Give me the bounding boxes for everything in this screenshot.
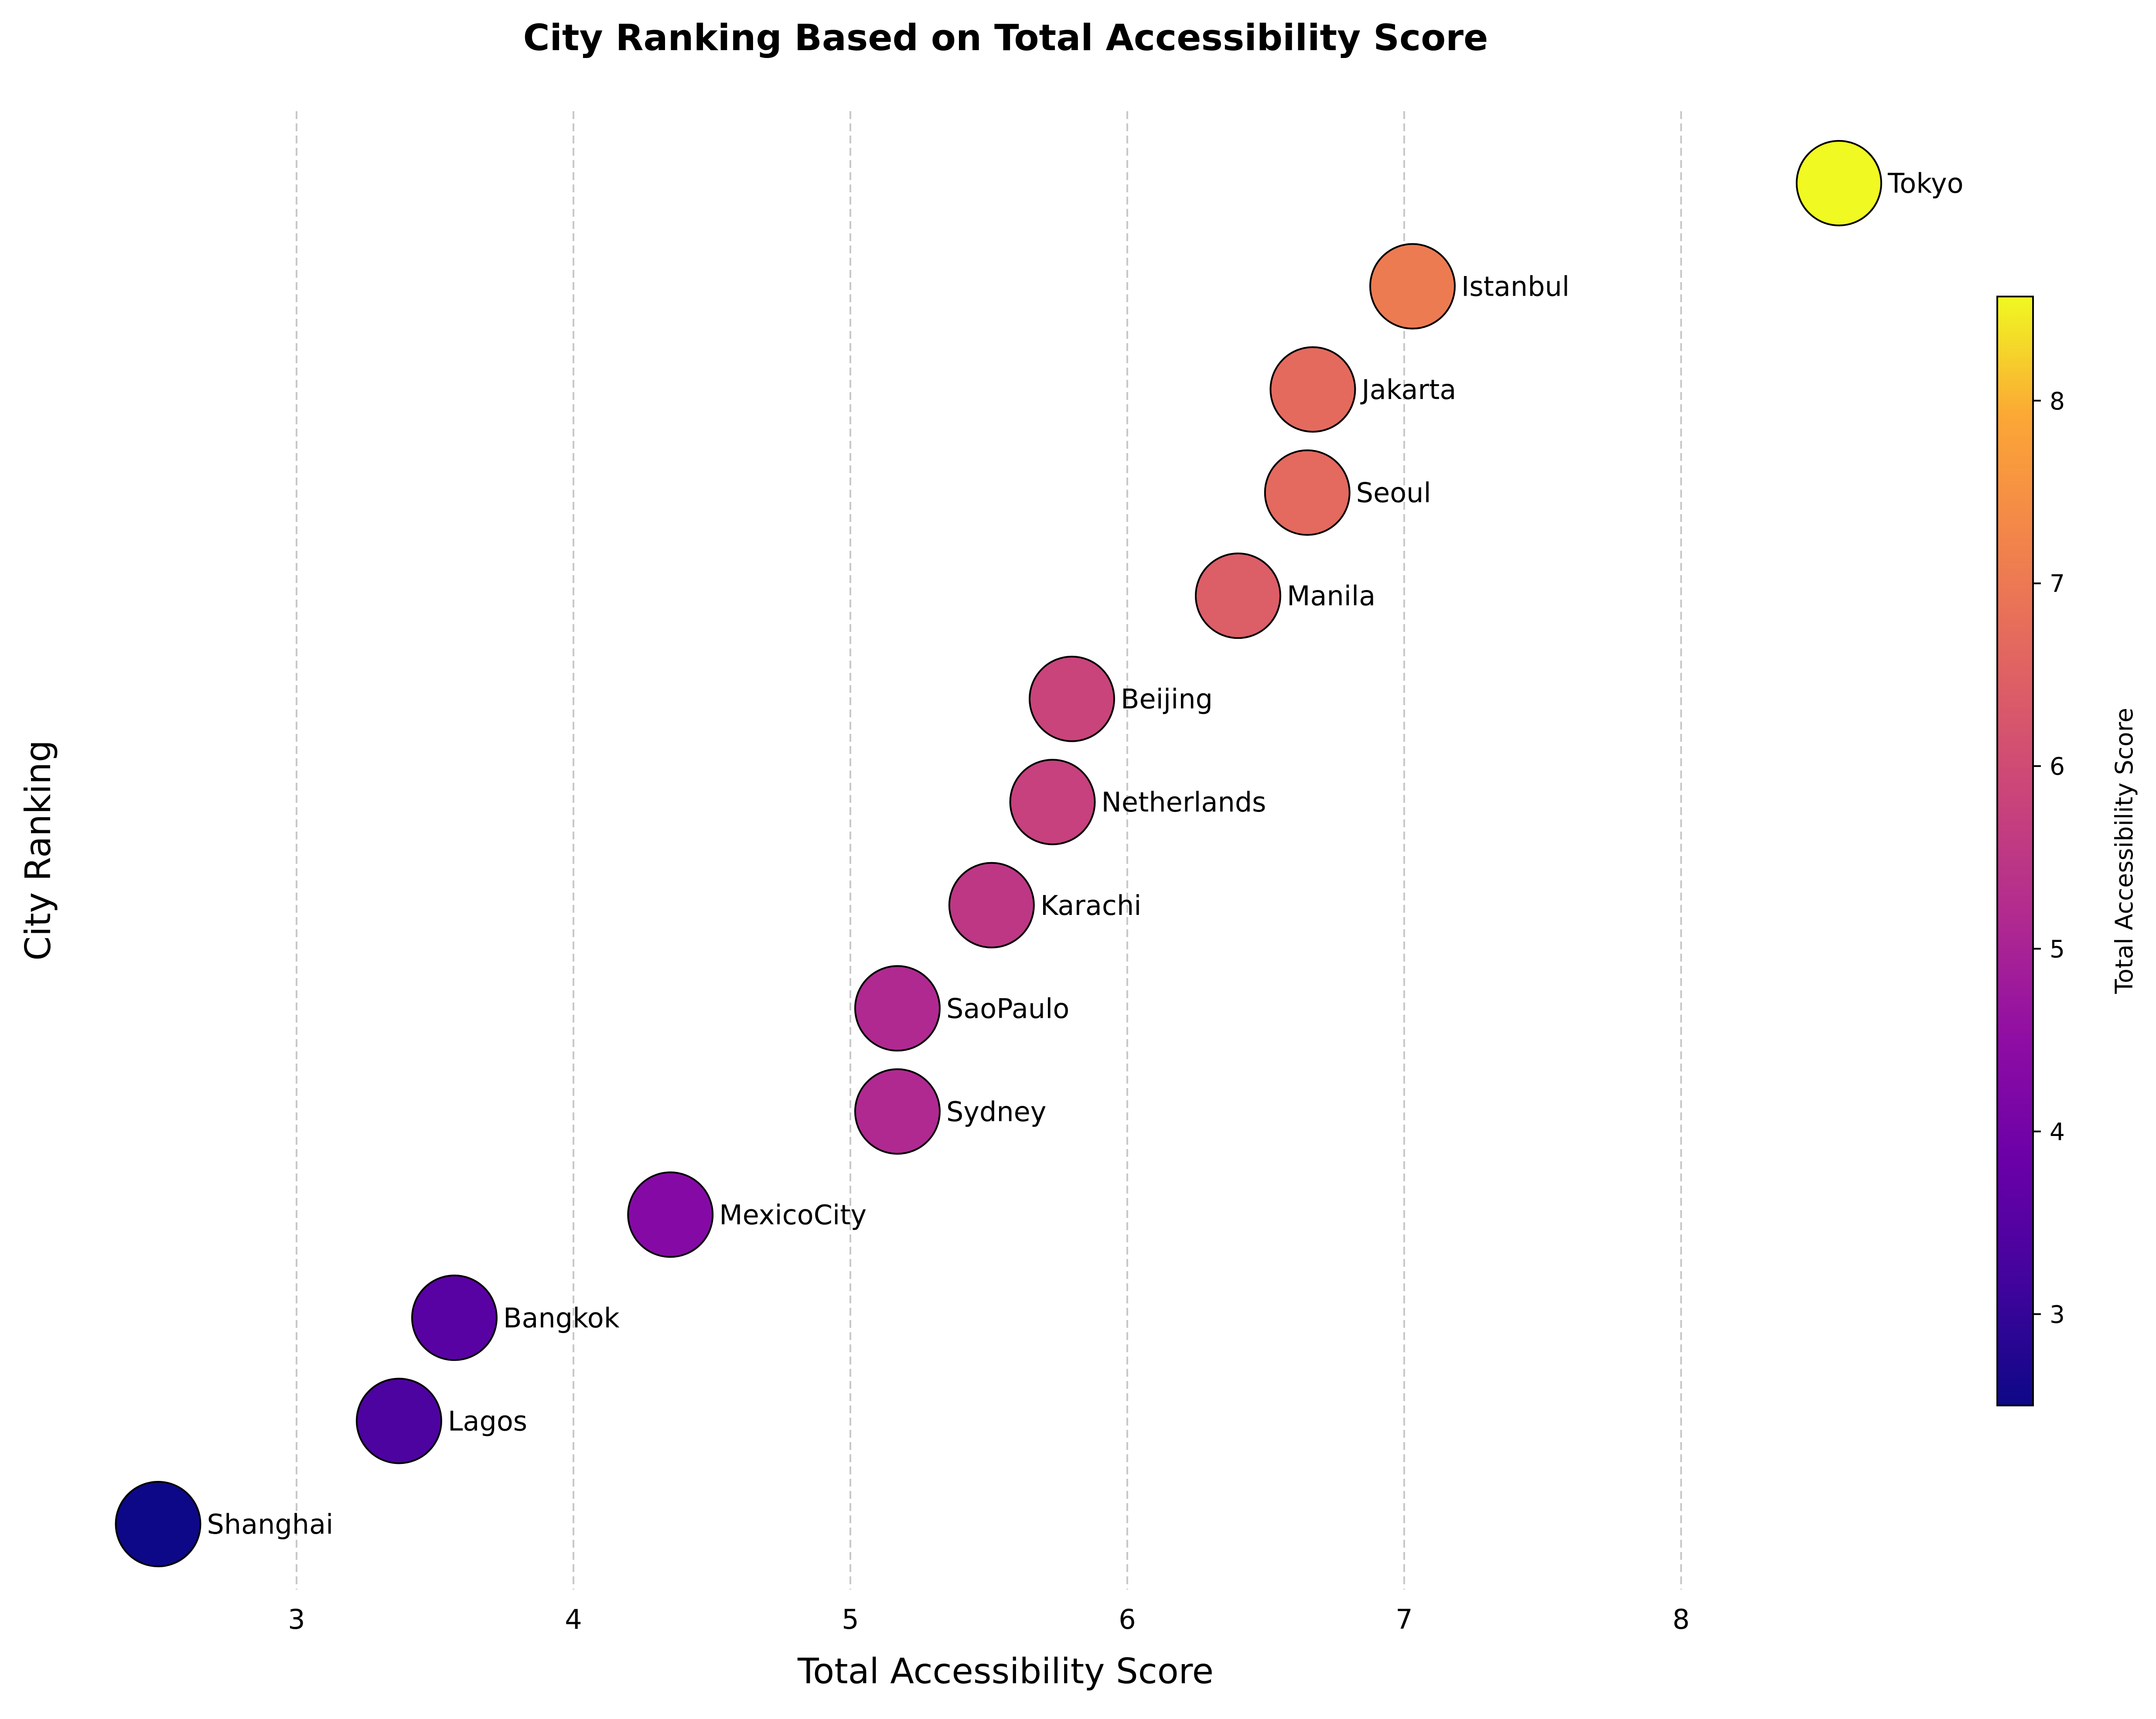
point-sydney — [854, 1068, 941, 1155]
point-shanghai — [115, 1481, 201, 1567]
point-istanbul — [1369, 243, 1456, 330]
x-tick-label-3: 3 — [288, 1603, 305, 1635]
point-label-sydney: Sydney — [946, 1096, 1047, 1128]
point-karachi — [948, 862, 1035, 948]
colorbar-tick-label-3: 3 — [2050, 1301, 2065, 1329]
point-beijing — [1029, 655, 1115, 742]
x-tick-label-6: 6 — [1119, 1603, 1136, 1635]
colorbar-tick-label-8: 8 — [2050, 387, 2065, 415]
colorbar: 3 4 5 6 7 8 Total Accessibility Score — [1996, 296, 2138, 1406]
point-jakarta — [1269, 346, 1356, 433]
point-label-lagos: Lagos — [448, 1405, 527, 1437]
y-axis-label: City Ranking — [18, 740, 58, 961]
point-saopaulo — [854, 965, 941, 1052]
point-label-mexicocity: MexicoCity — [719, 1199, 866, 1231]
x-tick-label-8: 8 — [1672, 1603, 1689, 1635]
point-label-beijing: Beijing — [1121, 683, 1213, 715]
x-tick-label-7: 7 — [1395, 1603, 1412, 1635]
x-tick-label-5: 5 — [842, 1603, 859, 1635]
colorbar-ticks: 3 4 5 6 7 8 — [2033, 387, 2065, 1329]
point-bangkok — [411, 1274, 498, 1361]
point-label-seoul: Seoul — [1356, 477, 1431, 509]
point-seoul — [1264, 449, 1351, 536]
colorbar-label: Total Accessibility Score — [2110, 708, 2138, 994]
x-tick-label-4: 4 — [565, 1603, 582, 1635]
colorbar-tick-label-5: 5 — [2050, 935, 2065, 963]
chart-title: City Ranking Based on Total Accessibilit… — [523, 17, 1488, 59]
point-label-tokyo: Tokyo — [1887, 167, 1964, 199]
point-label-manila: Manila — [1287, 580, 1375, 612]
point-label-bangkok: Bangkok — [503, 1302, 620, 1334]
colorbar-tick-label-7: 7 — [2050, 570, 2065, 598]
point-netherlands — [1009, 759, 1096, 846]
grid — [296, 111, 1682, 1589]
colorbar-tick-label-4: 4 — [2050, 1118, 2065, 1146]
colorbar-gradient — [1996, 296, 2034, 1406]
point-label-jakarta: Jakarta — [1360, 374, 1456, 406]
point-label-netherlands: Netherlands — [1102, 786, 1266, 818]
point-tokyo — [1795, 140, 1882, 226]
data-points: Shanghai Lagos Bangkok MexicoCity Sydney SaoP… — [115, 140, 1964, 1567]
point-lagos — [355, 1378, 442, 1464]
point-label-istanbul: Istanbul — [1461, 271, 1569, 303]
point-label-shanghai: Shanghai — [207, 1508, 334, 1540]
point-label-saopaulo: SaoPaulo — [946, 993, 1069, 1024]
colorbar-tick-label-6: 6 — [2050, 753, 2065, 781]
point-manila — [1195, 553, 1281, 639]
x-axis-label: Total Accessibility Score — [797, 1651, 1214, 1692]
point-mexicocity — [627, 1171, 714, 1258]
point-label-karachi: Karachi — [1040, 890, 1142, 921]
x-axis-ticks: 3 4 5 6 7 8 — [288, 1603, 1689, 1635]
